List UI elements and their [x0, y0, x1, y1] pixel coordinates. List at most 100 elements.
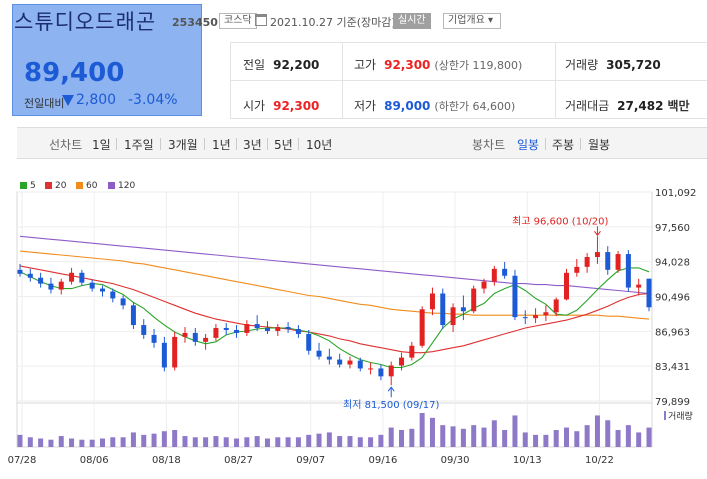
high-cell: 고가 92,300 (상한가 119,800): [354, 56, 522, 73]
change-label: 전일대비: [24, 97, 65, 110]
volume-bar: [285, 437, 291, 447]
candle-body: [89, 282, 95, 289]
candle-body: [574, 266, 580, 273]
volume-bar: [203, 437, 209, 447]
candle-body: [388, 365, 394, 377]
period-1y[interactable]: 1년: [212, 138, 231, 152]
volume-bar: [543, 434, 549, 447]
open-label: 시가: [243, 99, 266, 113]
candle-body: [306, 333, 312, 351]
candle-body: [223, 328, 229, 330]
realtime-button[interactable]: 실시간: [393, 13, 431, 29]
upper-limit: (상한가 119,800): [434, 59, 523, 72]
x-tick-label: 08/27: [224, 455, 253, 466]
candle-body: [244, 324, 250, 333]
divider: [230, 80, 707, 81]
candle-body: [533, 315, 539, 319]
legend-ma60: 60: [76, 181, 97, 191]
candle-body: [522, 317, 528, 319]
volume-bar: [234, 438, 240, 447]
divider: [545, 138, 546, 150]
candle-body: [584, 257, 590, 267]
x-tick-label: 10/22: [585, 455, 614, 466]
period-1d[interactable]: 1일: [92, 138, 111, 152]
candle-body: [295, 328, 301, 334]
volume-bar: [120, 437, 126, 447]
volume-bar: [192, 437, 198, 447]
volume-bar: [275, 437, 281, 447]
low-arrow-head: [387, 386, 395, 392]
quote-date: 2021.10.27 기준(장마감): [270, 16, 396, 29]
candle-body: [553, 299, 559, 313]
volume-bar: [574, 431, 580, 447]
volume-bar: [594, 415, 600, 447]
volume-bar: [440, 425, 446, 447]
legend-swatch: [108, 182, 115, 189]
candle-body: [213, 328, 219, 338]
y-tick-label: 86,963: [655, 327, 690, 338]
volume-bar: [491, 420, 497, 447]
divider: [555, 42, 556, 118]
candle-body: [347, 360, 353, 365]
x-tick-label: 08/06: [80, 455, 109, 466]
x-tick-label: 08/18: [152, 455, 181, 466]
company-overview-button[interactable]: 기업개요 ▾: [443, 13, 501, 29]
high-label: 고가: [354, 58, 377, 72]
candle-body: [264, 328, 270, 331]
volume-bar: [244, 437, 250, 447]
ma60-line: [19, 250, 650, 320]
volume-bar: [502, 430, 508, 447]
chart-toolbar: 선차트 1일 1주일 3개월 1년 3년 5년 10년 봉차트 일봉 주봉 월봉: [17, 127, 707, 159]
volume-bar: [130, 432, 136, 447]
legend-swatch: [76, 182, 83, 189]
period-10y[interactable]: 10년: [306, 138, 333, 152]
candle-body: [378, 368, 384, 377]
volume-bar: [419, 413, 425, 447]
tab-monthly[interactable]: 월봉: [588, 138, 611, 152]
candle-body: [58, 281, 64, 290]
divider: [230, 118, 707, 119]
current-price: 89,400: [24, 58, 125, 88]
volume-bar: [213, 436, 219, 447]
amount-unit: 백만: [667, 99, 690, 113]
legend-label: 20: [55, 181, 67, 191]
down-triangle-icon: [62, 95, 74, 106]
volume-bar: [27, 437, 33, 447]
candle-body: [192, 332, 198, 342]
volume-bar: [399, 430, 405, 447]
candle-body: [69, 272, 75, 282]
candle-body: [450, 307, 456, 326]
divider: [160, 138, 161, 150]
volume-bar: [347, 436, 353, 447]
volume-bar: [522, 432, 528, 447]
volume-bar: [450, 426, 456, 447]
volume-bar: [625, 425, 631, 447]
volume-bar: [533, 434, 539, 447]
period-3m[interactable]: 3개월: [168, 138, 198, 152]
candle-body: [615, 254, 621, 270]
tab-weekly[interactable]: 주봉: [552, 138, 575, 152]
volume-bar: [161, 431, 167, 447]
volume-bar: [512, 415, 518, 447]
y-tick-label: 83,431: [655, 362, 690, 373]
tab-daily[interactable]: 일봉: [517, 138, 540, 152]
volume-bar: [69, 438, 75, 447]
stock-code: 253450: [172, 16, 218, 29]
x-tick-label: 09/16: [368, 455, 397, 466]
candle-body: [182, 332, 188, 337]
volume-value: 305,720: [606, 58, 661, 72]
volume-bar: [471, 425, 477, 447]
volume-bar: [254, 436, 260, 447]
volume-bar: [326, 432, 332, 447]
stock-name[interactable]: 스튜디오드래곤: [14, 10, 157, 34]
divider: [204, 138, 205, 150]
volume-bar: [17, 434, 23, 447]
period-5y[interactable]: 5년: [274, 138, 293, 152]
period-1w[interactable]: 1주일: [124, 138, 154, 152]
period-3y[interactable]: 3년: [243, 138, 262, 152]
volume-bar: [481, 427, 487, 447]
volume-bar: [110, 437, 116, 447]
candle-body: [27, 273, 33, 278]
amount-cell: 거래대금 27,482 백만: [565, 97, 690, 114]
